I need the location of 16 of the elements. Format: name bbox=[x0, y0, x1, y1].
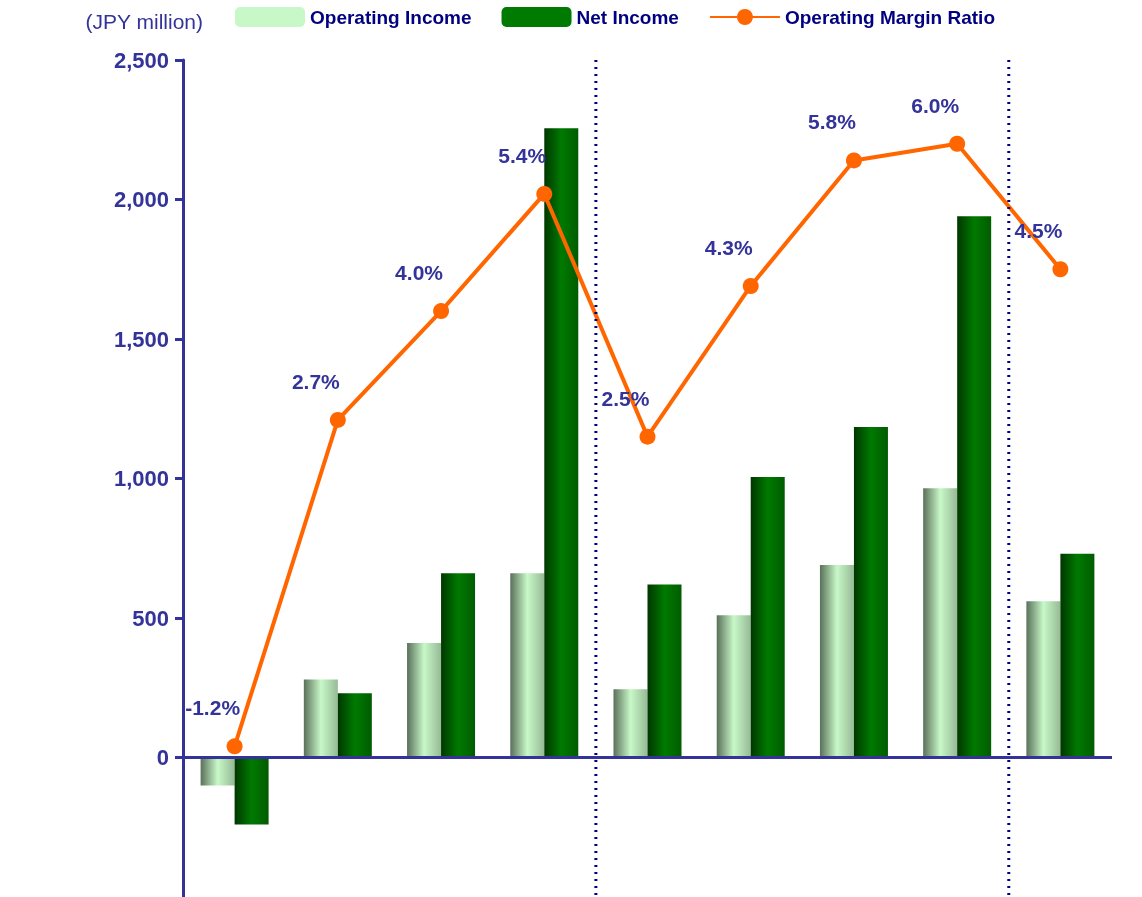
data-label: 4.3% bbox=[704, 235, 753, 259]
y-tick-label: 1,500 bbox=[113, 326, 169, 352]
legend-label: Net Income bbox=[576, 6, 679, 28]
data-label: -1.2% bbox=[185, 696, 241, 720]
legend-label: Operating Margin Ratio bbox=[784, 6, 996, 28]
y-axis-title: (JPY million) bbox=[85, 10, 203, 33]
y-tick-label: 500 bbox=[132, 605, 169, 631]
data-label: 5.8% bbox=[808, 110, 857, 134]
y-tick-label: 2,000 bbox=[113, 187, 169, 212]
legend-label: Operating Income bbox=[310, 6, 472, 28]
data-label: 4.0% bbox=[395, 261, 444, 285]
y-tick-label: 2,500 bbox=[113, 47, 169, 73]
y-tick-label: 0 bbox=[156, 745, 169, 770]
data-label: 6.0% bbox=[911, 93, 960, 117]
y-tick-label: 1,000 bbox=[113, 466, 169, 491]
data-label: 2.7% bbox=[291, 369, 341, 393]
